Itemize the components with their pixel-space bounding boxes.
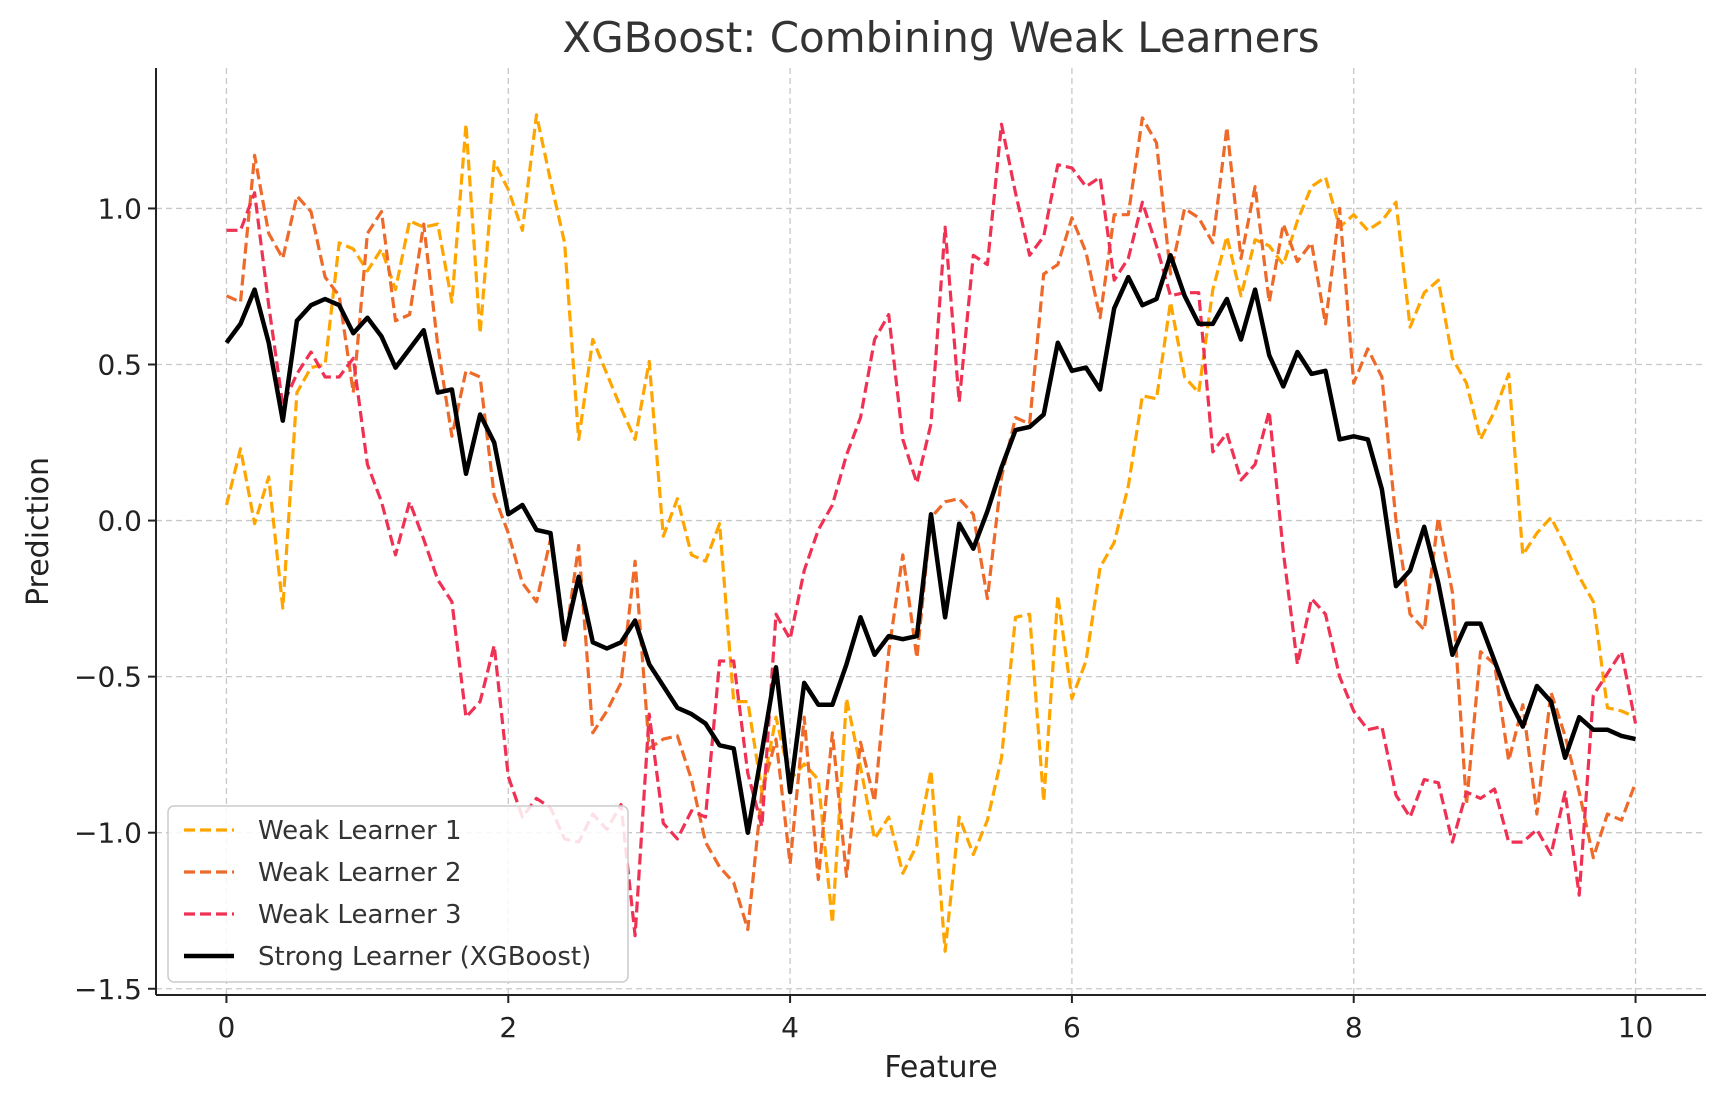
series-line-4 xyxy=(224,253,1637,835)
x-tick-label: 10 xyxy=(1618,1011,1654,1044)
x-tick-label: 2 xyxy=(499,1011,517,1044)
legend-box xyxy=(167,805,629,983)
x-tick-label: 8 xyxy=(1345,1011,1363,1044)
y-tick-label: 1.0 xyxy=(97,192,142,225)
y-tick-label: −1.5 xyxy=(74,973,142,1006)
legend: Weak Learner 1 Weak Learner 2 Weak Learner… xyxy=(167,805,629,983)
y-tick-label: 0.5 xyxy=(97,349,142,382)
x-tick-label: 0 xyxy=(218,1011,236,1044)
y-tick-label: 0.0 xyxy=(97,505,142,538)
y-tick-label: −1.0 xyxy=(74,817,142,850)
y-tick-label: −0.5 xyxy=(74,661,142,694)
x-axis-label: Feature xyxy=(884,1050,997,1085)
legend-label: Strong Learner (XGBoost) xyxy=(258,942,591,972)
chart-title: XGBoost: Combining Weak Learners xyxy=(562,13,1319,62)
y-axis-label: Prediction xyxy=(21,457,56,606)
x-tick-label: 4 xyxy=(781,1011,799,1044)
legend-label: Weak Learner 1 xyxy=(258,816,462,846)
legend-label: Weak Learner 2 xyxy=(258,858,462,888)
series-line-1 xyxy=(224,113,1637,953)
legend-label: Weak Learner 3 xyxy=(258,900,462,930)
axes xyxy=(155,68,1706,996)
x-tick-label: 6 xyxy=(1063,1011,1081,1044)
ticks: 0 2 4 6 8 10 −1.5 −1.0 −0.5 0.0 0.5 1.0 xyxy=(74,192,1653,1044)
series-layer xyxy=(224,113,1638,953)
series-line-3 xyxy=(226,122,1638,938)
series-line-2 xyxy=(225,116,1637,932)
